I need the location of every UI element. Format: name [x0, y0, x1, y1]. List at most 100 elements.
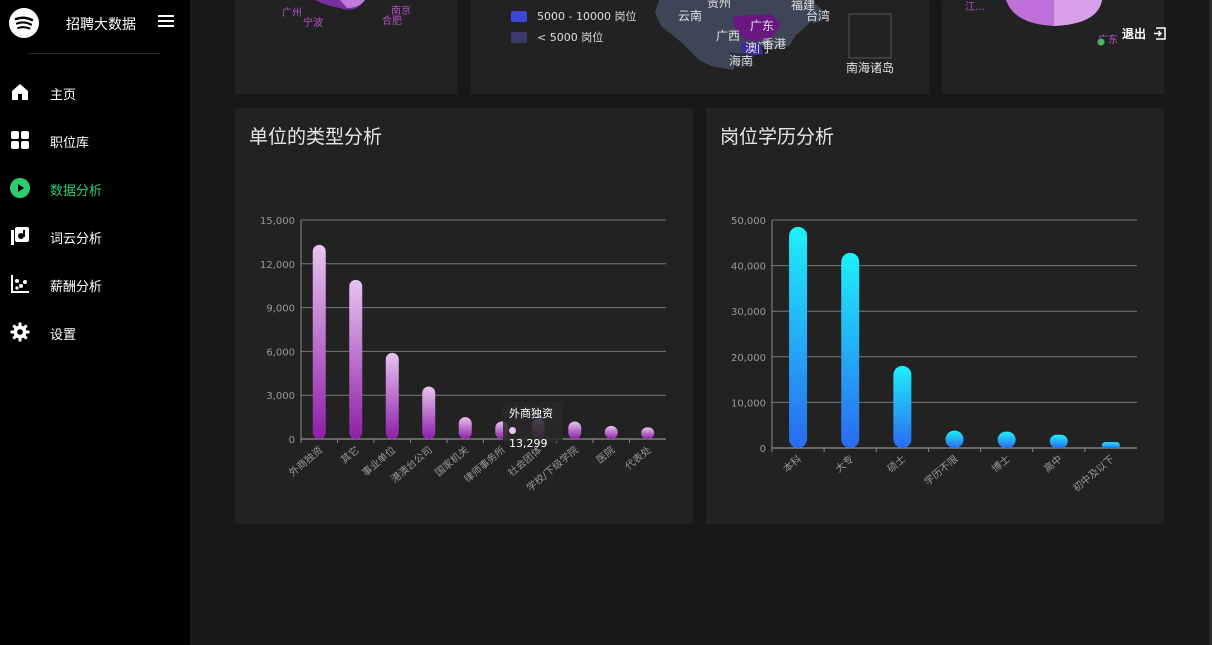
education-bar-chart[interactable]: 0 10,000 20,000 30,000 40,000 50,000 本科 大专 硕士 学历不…	[706, 108, 1164, 524]
y-tick-label: 0	[760, 444, 766, 455]
sidebar-item-jobs[interactable]: 职位库	[0, 116, 190, 164]
x-tick-label: 初中及以下	[1070, 452, 1117, 494]
chart-bar	[789, 226, 808, 448]
y-tick-label: 6,000	[266, 347, 295, 358]
y-tick-label: 9,000	[266, 304, 295, 315]
map-label: 广东	[750, 19, 775, 33]
chart-title: 岗位学历分析	[720, 126, 835, 148]
legend-label: 5000 - 10000 岗位	[537, 10, 637, 23]
sidebar-item-wordcloud[interactable]: 词云分析	[0, 212, 190, 260]
legend-label: < 5000 岗位	[537, 31, 604, 44]
chart-bar	[422, 386, 436, 439]
sidebar-item-settings[interactable]: 设置	[0, 308, 190, 356]
main-content: 广州 宁波 南京 合肥 5000 - 10000 岗位 < 5000 岗位	[190, 0, 1212, 645]
pie-label: 宁波	[303, 18, 323, 29]
chart-tooltip: 外商独资 13,299	[503, 402, 563, 450]
sidebar-item-label: 职位库	[50, 136, 90, 151]
china-map-card: 5000 - 10000 岗位 < 5000 岗位 贵州 福建 云南 台湾 广东…	[471, 0, 929, 94]
x-tick-label: 学历不限	[921, 452, 960, 488]
y-tick-label: 50,000	[731, 216, 766, 227]
x-tick-label: 医院	[594, 443, 618, 466]
region-pie-fragment[interactable]	[942, 0, 1164, 94]
chart-bar	[841, 252, 860, 448]
china-map[interactable]	[471, 0, 929, 94]
sidebar-item-salary[interactable]: 薪酬分析	[0, 260, 190, 308]
sidebar: 招聘大数据 主页 职位库	[0, 0, 190, 645]
chart-bar	[385, 352, 399, 439]
chart-bar	[997, 431, 1016, 448]
education-chart-card: 岗位学历分析 0 10,000 20,000 30,000 40,000 50,000 本科…	[706, 108, 1164, 524]
x-tick-label: 代表处	[622, 443, 653, 472]
chart-bar	[349, 279, 363, 439]
map-label: 贵州	[707, 0, 732, 10]
map-label: 澳门	[745, 41, 770, 55]
logout-label: 退出	[1122, 27, 1147, 41]
chart-bar	[458, 417, 472, 439]
map-label: 广西	[716, 29, 741, 43]
sidebar-item-home[interactable]: 主页	[0, 68, 190, 116]
region-pie-card: 江... 广东	[942, 0, 1164, 94]
scatter-chart-icon	[11, 275, 29, 293]
x-tick-label: 博士	[989, 452, 1013, 475]
legend-swatch	[511, 31, 527, 43]
y-tick-label: 40,000	[731, 262, 766, 273]
chart-bar	[945, 430, 964, 448]
map-label: 海南	[729, 54, 754, 68]
chart-bar	[604, 425, 618, 439]
x-tick-label: 硕士	[885, 452, 909, 475]
tooltip-title: 外商独资	[509, 407, 553, 420]
sidebar-item-label: 数据分析	[50, 184, 103, 199]
sidebar-item-label: 薪酬分析	[50, 280, 103, 295]
pie-label: 合肥	[382, 16, 402, 27]
chart-title: 单位的类型分析	[249, 126, 383, 148]
logout-button[interactable]: 退出	[1122, 25, 1167, 42]
x-tick-label: 大专	[832, 452, 856, 475]
brand-title: 招聘大数据	[66, 17, 136, 33]
tooltip-value: 13,299	[509, 437, 548, 450]
y-tick-label: 15,000	[260, 216, 295, 227]
chart-bar	[568, 421, 582, 439]
sidebar-item-label: 主页	[50, 88, 77, 103]
y-tick-label: 20,000	[731, 353, 766, 364]
pie-label: 江...	[965, 2, 985, 13]
sidebar-item-label: 设置	[50, 328, 77, 343]
map-label: 香港	[762, 37, 787, 51]
y-tick-label: 0	[289, 435, 295, 446]
map-label: 台湾	[806, 9, 831, 23]
map-label: 南海诸岛	[846, 61, 895, 75]
brand: 招聘大数据	[8, 8, 178, 38]
x-tick-label: 高中	[1041, 452, 1065, 475]
pie-label: 南京	[391, 6, 411, 17]
library-icon	[11, 227, 29, 245]
sidebar-item-label: 词云分析	[50, 232, 103, 247]
sidebar-divider	[28, 53, 160, 54]
spotify-logo-icon[interactable]	[9, 8, 39, 38]
grid-icon	[11, 131, 29, 149]
chart-bar	[1101, 442, 1120, 448]
sidebar-item-data-analysis[interactable]: 数据分析	[0, 164, 190, 212]
chart-bar	[641, 427, 655, 439]
sidebar-nav: 主页 职位库 数据分析	[0, 68, 190, 356]
city-pie-fragment	[315, 0, 365, 10]
legend-swatch	[511, 10, 527, 22]
map-label: 云南	[678, 9, 703, 23]
map-legend-item[interactable]: 5000 - 10000 岗位	[511, 8, 636, 24]
hamburger-menu-icon[interactable]	[158, 14, 174, 28]
x-tick-label: 本科	[780, 452, 804, 475]
home-icon	[12, 84, 28, 100]
y-tick-label: 10,000	[731, 398, 766, 409]
city-pie-card: 广州 宁波 南京 合肥	[235, 0, 457, 94]
play-icon	[10, 178, 30, 198]
y-tick-label: 12,000	[260, 260, 295, 271]
chart-bar	[893, 365, 912, 448]
scrollbar[interactable]	[1209, 0, 1212, 645]
company-type-chart-card: 单位的类型分析 0 3,000 6,000 9,000 12,000 15,000 外商独资…	[235, 108, 693, 524]
map-legend-item[interactable]: < 5000 岗位	[511, 29, 603, 45]
pie-label: 广东	[1098, 35, 1118, 46]
x-tick-label: 外商独资	[286, 443, 325, 479]
tooltip-dot	[509, 427, 516, 434]
map-label: 福建	[791, 0, 816, 12]
pie-label: 广州	[282, 8, 302, 19]
